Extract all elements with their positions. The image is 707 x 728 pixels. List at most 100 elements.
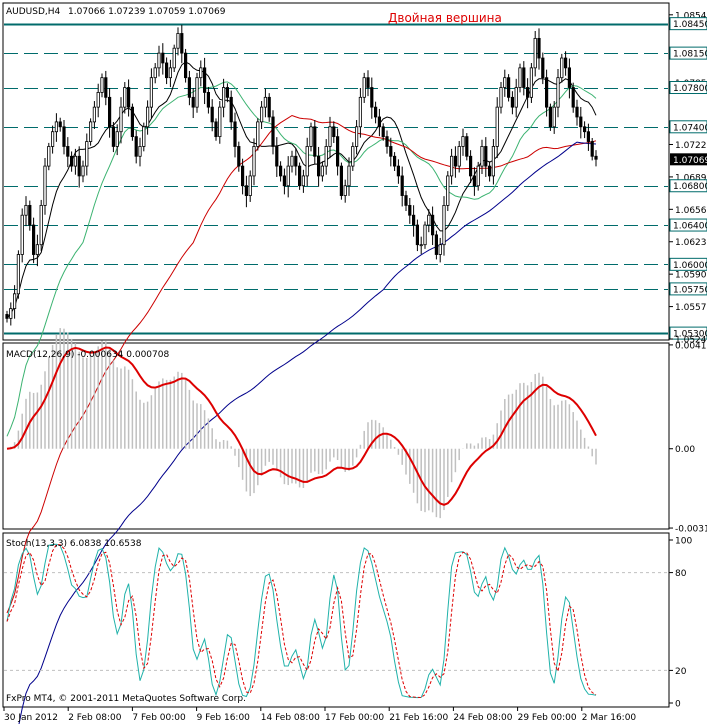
bull-candle <box>328 126 332 147</box>
bull-candle <box>47 146 51 167</box>
bear-candle <box>472 175 477 187</box>
bear-candle <box>206 92 210 108</box>
bear-candle <box>32 224 36 255</box>
stoch-signal-line <box>6 544 597 699</box>
bull-candle <box>503 77 507 88</box>
bear-candle <box>408 204 412 216</box>
bear-candle <box>468 155 473 177</box>
bear-candle <box>5 314 9 319</box>
bear-candle <box>62 126 66 147</box>
bear-candle <box>415 224 420 246</box>
bull-candle <box>442 204 446 246</box>
bull-candle <box>9 308 13 319</box>
y-tick-label: 1.05900 <box>675 271 707 281</box>
bear-candle <box>370 87 374 108</box>
bull-candle <box>286 165 290 187</box>
bull-candle <box>20 214 24 255</box>
bear-candle <box>164 62 169 79</box>
bull-candle <box>320 165 325 177</box>
y-tick-label: 1.06400 <box>673 222 707 232</box>
bull-candle <box>115 131 119 147</box>
y-tick-label: 80 <box>675 569 687 579</box>
bear-candle <box>571 87 575 108</box>
bear-candle <box>594 155 598 160</box>
bear-candle <box>191 96 195 108</box>
bull-candle <box>495 106 499 147</box>
bear-candle <box>392 155 397 167</box>
y-tick-label: 1.05750 <box>673 285 707 295</box>
y-tick-label: 1.06800 <box>673 182 707 192</box>
bear-candle <box>108 96 112 128</box>
bear-candle <box>548 106 553 128</box>
bull-candle <box>438 244 442 255</box>
bull-candle <box>419 244 423 247</box>
y-tick-label: 0.004114 <box>675 341 707 351</box>
bull-candle <box>351 146 355 167</box>
ma-black-line <box>6 61 597 319</box>
bull-candle <box>85 141 89 167</box>
x-tick-label: 30 Jan 2012 <box>4 713 58 723</box>
y-tick-label: 1.08540 <box>675 11 707 21</box>
bear-candle <box>567 67 572 88</box>
bull-candle <box>309 126 313 147</box>
bull-candle <box>100 77 104 93</box>
bull-candle <box>518 67 522 88</box>
level-price-tag <box>669 46 707 60</box>
level-price-tag <box>669 282 707 296</box>
bear-candle <box>522 67 526 88</box>
ma-blue-line <box>17 141 597 728</box>
bear-candle <box>58 121 62 128</box>
bear-candle <box>366 77 370 88</box>
bull-candle <box>153 67 157 79</box>
bear-candle <box>104 77 108 98</box>
bear-candle <box>400 175 404 196</box>
bull-candle <box>248 175 252 196</box>
bear-candle <box>373 106 378 118</box>
bear-candle <box>70 155 74 167</box>
bear-candle <box>389 146 393 157</box>
bear-candle <box>411 214 416 226</box>
bull-candle <box>358 96 363 128</box>
ohlc-header: 1.07066 1.07239 1.07059 1.07069 <box>68 7 226 17</box>
bear-candle <box>381 126 385 138</box>
y-tick-label: 1.06230 <box>675 238 707 248</box>
bear-candle <box>278 165 283 177</box>
bear-candle <box>240 165 245 187</box>
bull-candle <box>54 121 59 133</box>
bear-candle <box>434 234 439 255</box>
x-tick-label: 29 Feb 00:00 <box>518 713 577 723</box>
bear-candle <box>28 204 32 226</box>
y-tick-label: 100 <box>675 537 692 547</box>
bull-candle <box>73 155 77 167</box>
bear-candle <box>229 96 233 123</box>
bull-candle <box>43 165 47 206</box>
x-tick-label: 24 Feb 08:00 <box>453 713 512 723</box>
bear-candle <box>526 87 530 98</box>
bull-candle <box>16 254 21 295</box>
stoch-label: Stoch(13,3,3) 6.0838 10.6538 <box>6 539 142 549</box>
bear-candle <box>134 136 138 157</box>
bull-candle <box>305 146 309 177</box>
bull-candle <box>157 52 161 69</box>
bear-candle <box>127 87 131 108</box>
bear-candle <box>161 52 165 64</box>
bull-candle <box>89 121 93 142</box>
level-price-tag <box>669 17 707 31</box>
bull-candle <box>347 165 351 187</box>
x-tick-label: 2 Feb 08:00 <box>68 713 122 723</box>
bull-candle <box>529 67 534 98</box>
level-price-tag <box>669 326 707 340</box>
x-tick-label: 7 Feb 00:00 <box>132 713 186 723</box>
y-tick-label: 1.06890 <box>675 173 707 183</box>
bull-candle <box>449 155 454 177</box>
bull-candle <box>256 121 260 147</box>
ma-green-line <box>6 81 597 437</box>
bull-candle <box>172 47 176 69</box>
bear-candle <box>335 136 340 167</box>
bear-candle <box>77 155 81 177</box>
bear-candle <box>583 126 587 133</box>
bear-candle <box>183 52 188 79</box>
x-tick-label: 14 Feb 08:00 <box>261 713 320 723</box>
bull-candle <box>199 67 203 79</box>
